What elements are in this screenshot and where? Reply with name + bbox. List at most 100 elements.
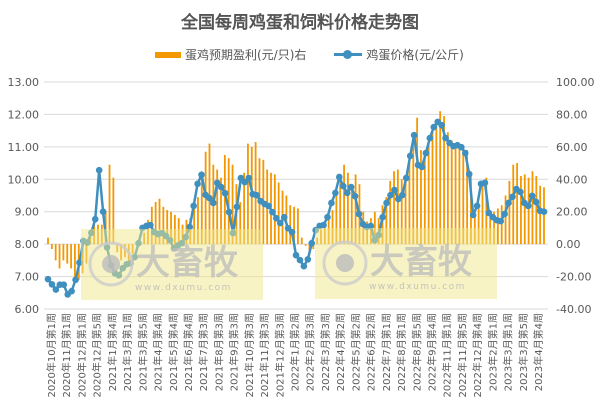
price-point [524,202,532,210]
bar [412,137,415,245]
y-right-tick-label: 80.00 [556,108,588,121]
price-point [509,193,516,201]
bar [331,210,334,245]
price-point [497,217,504,225]
x-tick-label: 2021年7月第3周 [197,313,210,391]
x-tick-label: 2021年3月第5周 [136,313,149,391]
bar [539,185,542,245]
price-point [469,211,477,219]
bar [273,174,276,245]
legend-swatch-bar [155,51,181,58]
price-point [339,182,347,190]
price-point [217,183,225,191]
legend-label: 蛋鸡预期盈利(元/只)右 [185,48,307,62]
watermark-url: www.dxumu.com [135,283,232,293]
bar [158,198,161,245]
price-point [517,188,524,196]
price-point [147,221,154,229]
x-tick-label: 2022年3月第3周 [319,313,332,391]
bar [504,195,507,245]
bar [47,237,49,245]
bar [166,210,169,245]
y-left-tick-label: 9.00 [15,206,40,219]
watermark-url: www.dxumu.com [369,282,466,292]
price-point [72,276,79,284]
x-tick-label: 2020年12月第5周 [91,313,104,398]
price-point [198,171,205,179]
price-point [194,180,201,188]
price-point [273,214,280,222]
price-point [336,173,343,181]
y-right-tick-label: 100.00 [556,76,595,89]
price-point [387,191,394,199]
price-point [292,251,300,259]
legend-item-profit[interactable]: 蛋鸡预期盈利(元/只)右 [155,46,306,63]
price-point [265,202,272,210]
price-point [253,191,260,199]
bar [443,116,445,245]
bar [223,154,226,245]
price-point [379,213,386,221]
bar [350,184,353,245]
bar [231,164,234,245]
bar [277,182,280,245]
x-tick-label: 2022年9月第4周 [425,313,438,391]
price-point [351,192,359,200]
price-point [391,186,398,194]
legend-label: 鸡蛋价格(元/公斤) [366,48,464,62]
bar [197,197,199,245]
bar [62,244,65,261]
price-point [347,183,355,191]
price-point [95,166,103,174]
bar [450,140,453,245]
bar [423,154,426,245]
price-point [422,149,430,157]
x-tick-label: 2021年10月第3周 [243,313,256,398]
bar [300,237,303,245]
x-tick-label: 2022年11月第5周 [456,313,469,398]
x-tick-label: 2021年6月第4周 [182,313,195,391]
bar [458,145,461,245]
bar [489,210,492,245]
watermark-brand: 大畜牧 [136,243,239,283]
price-point [190,202,197,210]
price-point [367,222,375,230]
x-tick-label: 2022年8月第5周 [410,313,423,391]
bar [512,164,515,245]
x-tick-label: 2021年8月第3周 [212,313,225,391]
bar [439,111,442,245]
price-point [418,163,426,171]
legend-item-price[interactable]: 鸡蛋价格(元/公斤) [334,46,464,63]
bar [227,158,230,245]
bar [535,176,538,245]
x-tick-label: 2023年4月第4周 [532,313,545,391]
price-point [221,189,229,197]
price-point [300,262,308,270]
bar [354,174,357,245]
price-point [532,198,540,206]
price-point [304,256,312,263]
y-left-tick-label: 12.00 [8,108,40,121]
bar [543,187,545,245]
x-tick-label: 2023年2月第1周 [486,313,499,391]
y-left-tick-label: 7.00 [15,271,40,284]
price-point [481,179,489,187]
price-point [465,170,473,178]
price-point [210,199,217,207]
price-point [528,192,536,200]
price-point [324,213,331,221]
x-tick-label: 2022年4月第2周 [334,313,347,391]
bar [408,158,411,245]
bar [170,211,172,245]
price-point [402,174,410,182]
price-point [410,131,418,139]
bar [193,206,196,245]
bar [50,244,53,250]
y-right-tick-label: 20.00 [556,206,588,219]
bar [108,164,111,245]
bar [400,179,403,245]
price-point [280,213,288,221]
price-point [245,174,253,182]
bar [162,206,165,245]
